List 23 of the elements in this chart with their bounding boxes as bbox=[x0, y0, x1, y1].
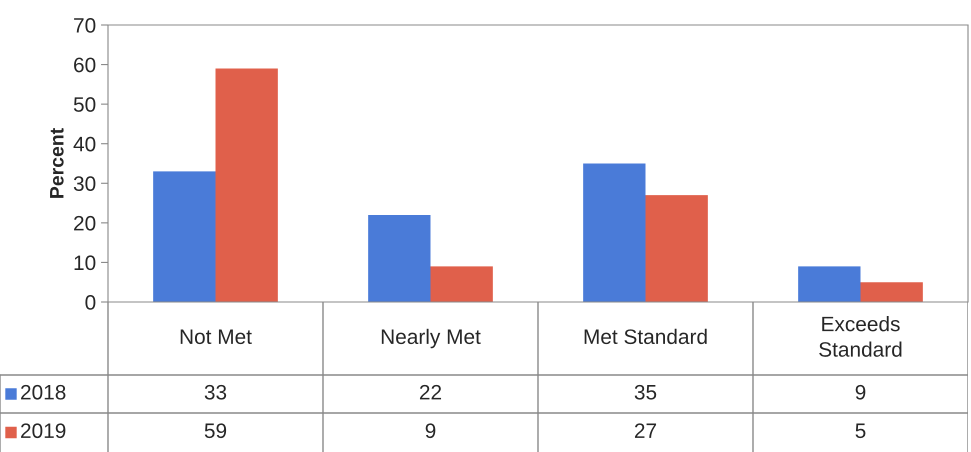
data-label: 9 bbox=[426, 423, 436, 438]
data-label: 5 bbox=[856, 424, 866, 438]
data-label: 33 bbox=[204, 384, 226, 400]
y-tick-label: 10 bbox=[74, 255, 96, 270]
x-tick-label: Nearly Met bbox=[382, 328, 481, 348]
y-tick-label: 60 bbox=[74, 58, 96, 72]
legend-label: 2018 bbox=[21, 384, 66, 400]
y-tick-label: 20 bbox=[74, 216, 96, 231]
x-tick-label: Not Met bbox=[180, 330, 252, 344]
y-tick-label: 50 bbox=[74, 97, 96, 112]
x-tick-label: Met Standard bbox=[584, 328, 707, 344]
data-label: 22 bbox=[420, 384, 442, 400]
data-label: 59 bbox=[204, 423, 226, 438]
y-tick-label: 40 bbox=[74, 136, 96, 152]
y-tick-label: 0 bbox=[85, 295, 96, 310]
y-tick-label: 30 bbox=[74, 176, 96, 192]
data-label: 27 bbox=[634, 423, 656, 438]
data-label: 35 bbox=[634, 384, 656, 400]
data-label: 9 bbox=[856, 384, 866, 400]
y-axis-title: Percent bbox=[50, 128, 64, 198]
x-tick-label: Exceeds Standard bbox=[819, 316, 902, 357]
legend-label: 2019 bbox=[21, 423, 66, 438]
y-tick-label: 70 bbox=[74, 18, 96, 33]
